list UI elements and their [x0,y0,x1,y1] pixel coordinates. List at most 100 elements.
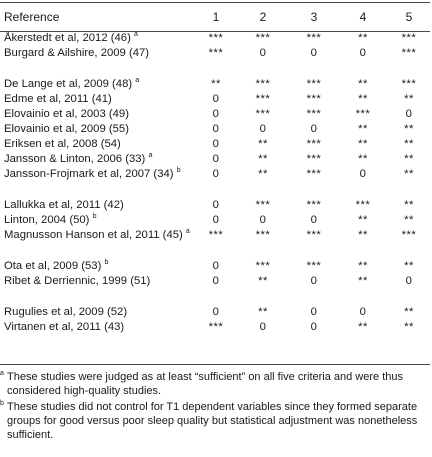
reference-cell: Magnusson Hanson et al, 2011 (45) a [0,228,196,259]
criterion-score-cell: *** [306,93,322,105]
reference-cell: Linton, 2004 (50) b [0,213,196,228]
criterion-score-cell: 0 [310,214,318,226]
criterion-score-cell: ** [358,321,368,333]
reference-cell: Edme et al, 2011 (41) [0,92,196,107]
criterion-score-cell: ** [358,275,368,287]
header-rule [0,31,430,32]
criterion-score-cell: 0 [359,47,367,59]
reference-text: Lallukka et al, 2011 (42) [4,199,124,211]
reference-text: Rugulies et al, 2009 (52) [4,306,128,318]
criterion-score-cell: ** [211,78,221,90]
criterion-score-cell: *** [306,153,322,165]
reference-text: Burgard & Ailshire, 2009 (47) [4,47,150,59]
criterion-score-cell: *** [306,138,322,150]
footnote: a These studies were judged as at least … [0,370,428,398]
footnote-marker: a [148,152,153,160]
criterion-score-cell: ** [258,168,268,180]
reference-text: Eriksen et al, 2008 (54) [4,138,121,150]
criterion-score-cell: *** [306,78,322,90]
table-row: Jansson & Linton, 2006 (33) a 0 ** *** ** ** [0,152,430,167]
criterion-score-cell: *** [355,108,371,120]
footnote-marker: b [104,259,109,267]
reference-text: Ribet & Derriennic, 1999 (51) [4,275,151,287]
top-rule [0,2,430,3]
criterion-score-cell: *** [255,199,271,211]
criterion-score-cell: *** [401,78,417,90]
criterion-score-cell: *** [208,47,224,59]
criterion-score-cell: ** [258,138,268,150]
reference-text: Elovainio et al, 2003 (49) [4,108,129,120]
criterion-score-cell: ** [258,306,268,318]
criterion-score-cell: ** [404,123,414,135]
table-row: Ota et al, 2009 (53) b 0 *** *** ** ** [0,259,430,274]
criterion-score-cell: ** [358,32,368,44]
reference-text: Elovainio et al, 2009 (55) [4,123,129,135]
criterion-score-cell: *** [255,78,271,90]
reference-cell: Burgard & Ailshire, 2009 (47) [0,46,196,77]
reference-cell: De Lange et al, 2009 (48) a [0,77,196,92]
footnote-marker: a [134,31,138,39]
reference-text: Edme et al, 2011 (41) [4,93,112,105]
criterion-score-cell: 0 [359,168,367,180]
footnote-mark: a [0,370,4,377]
criterion-score-cell: ** [404,306,414,318]
criterion-score-cell: 0 [405,108,413,120]
criterion-score-cell: ** [358,138,368,150]
criterion-score-cell: ** [358,93,368,105]
table-row: Linton, 2004 (50) b 0 0 0 ** ** [0,213,430,228]
criterion-score-cell: *** [208,32,224,44]
criterion-score-cell: *** [255,229,271,241]
criterion-score-cell: 0 [259,123,267,135]
reference-text: Virtanen et al, 2011 (43) [4,321,125,333]
reference-cell: Elovainio et al, 2009 (55) [0,122,196,137]
reference-text: Åkerstedt et al, 2012 (46) [4,32,131,44]
criterion-score-cell: *** [208,321,224,333]
reference-text: Jansson & Linton, 2006 (33) [4,153,146,165]
criterion-score-cell: 0 [310,321,318,333]
footnote-text: These studies did not control for T1 dep… [7,401,418,441]
reference-cell: Jansson-Frojmark et al, 2007 (34) b [0,167,196,198]
criterion-score-cell: *** [306,168,322,180]
criterion-score-cell: *** [306,32,322,44]
criterion-score-cell: *** [401,32,417,44]
footnote-marker: a [185,228,190,236]
criterion-score-cell: ** [358,78,368,90]
criterion-header: 2 [259,10,267,24]
criterion-score-cell: ** [404,168,414,180]
reference-cell: Eriksen et al, 2008 (54) [0,137,196,152]
reference-text: Ota et al, 2009 (53) [4,260,102,272]
table-row: Åkerstedt et al, 2012 (46) a *** *** *** ** *… [0,31,430,46]
reference-text: Linton, 2004 (50) [4,214,90,226]
criterion-header: 4 [359,10,367,24]
criterion-score-cell: *** [306,260,322,272]
reference-cell: Elovainio et al, 2003 (49) [0,107,196,122]
criterion-score-cell: 0 [359,306,367,318]
criterion-score-cell: ** [404,93,414,105]
footnote: b These studies did not control for T1 d… [0,400,428,442]
footnote-text: These studies were judged as at least “s… [7,371,403,397]
criterion-score-cell: ** [404,199,414,211]
criterion-score-cell: ** [358,123,368,135]
reference-cell: Lallukka et al, 2011 (42) [0,198,196,213]
reference-cell: Ota et al, 2009 (53) b [0,259,196,274]
criterion-score-cell: 0 [212,275,220,287]
criterion-score-cell: *** [306,229,322,241]
reference-cell: Jansson & Linton, 2006 (33) a [0,152,196,167]
reference-cell: Rugulies et al, 2009 (52) [0,305,196,320]
criterion-score-cell: 0 [212,306,220,318]
reference-text: Jansson-Frojmark et al, 2007 (34) [4,168,174,180]
criterion-score-cell: 0 [259,47,267,59]
criterion-score-cell: 0 [259,321,267,333]
reference-header: Reference [4,10,60,24]
reference-text: De Lange et al, 2009 (48) [4,78,133,90]
criterion-score-cell: 0 [310,47,318,59]
criterion-score-cell: 0 [212,123,220,135]
footnote-marker: b [176,167,181,175]
table-row: Magnusson Hanson et al, 2011 (45) a *** **… [0,228,430,259]
criterion-score-cell: *** [255,108,271,120]
criterion-score-cell: 0 [212,93,220,105]
criterion-score-cell: 0 [212,153,220,165]
table-row: Elovainio et al, 2009 (55) 0 0 0 ** ** [0,122,430,137]
criterion-score-cell: ** [404,260,414,272]
